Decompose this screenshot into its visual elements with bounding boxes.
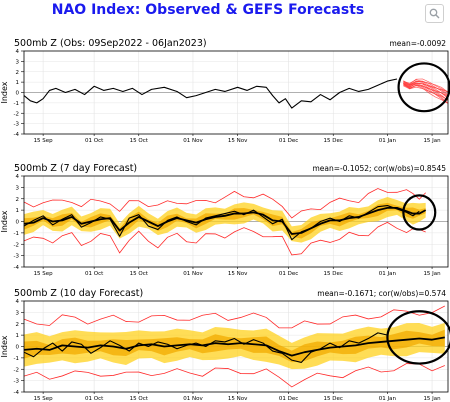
y-tick-label: -1 <box>14 231 19 237</box>
x-tick-label: 01 Jan <box>379 271 397 277</box>
x-tick-label: 15 Dec <box>324 271 343 277</box>
x-tick-label: 01 Oct <box>85 138 104 144</box>
chart-panel-2: 500mb Z (7 day Forecast) mean=-0.1052; co… <box>0 163 449 277</box>
x-tick-label: 15 Jan <box>423 396 441 402</box>
y-tick-label: 1 <box>16 333 20 339</box>
panel-title: 500mb Z (Obs: 09Sep2022 - 06Jan2023) <box>14 38 207 49</box>
x-tick-label: 15 Nov <box>228 271 248 277</box>
spread-band-core <box>24 202 426 239</box>
chart-panel-3: 500mb Z (10 day Forecast) mean=-0.1671; c… <box>0 288 450 402</box>
envelope-upper <box>23 305 445 329</box>
panel-stats: mean=-0.1052; cor(w/obs)=0.8545 <box>312 164 446 173</box>
y-tick-label: 3 <box>16 59 20 65</box>
y-axis-label: Index <box>0 335 9 357</box>
x-tick-label: 01 Jan <box>379 396 397 402</box>
zoom-button[interactable] <box>425 4 444 23</box>
y-tick-label: 0 <box>16 91 20 97</box>
ensemble-mean-line <box>23 336 445 357</box>
y-tick-label: 3 <box>16 185 20 191</box>
x-tick-label: 15 Oct <box>130 138 149 144</box>
y-tick-label: -2 <box>14 367 19 373</box>
x-tick-label: 01 Dec <box>279 271 298 277</box>
y-axis-label: Index <box>0 81 9 103</box>
y-tick-label: 4 <box>16 49 20 55</box>
x-tick-label: 15 Sep <box>34 138 54 144</box>
y-tick-label: 3 <box>16 310 20 316</box>
x-tick-label: 15 Dec <box>324 138 343 144</box>
x-tick-label: 01 Dec <box>279 396 298 402</box>
x-tick-label: 15 Nov <box>228 138 248 144</box>
x-tick-label: 15 Dec <box>324 396 343 402</box>
x-tick-label: 01 Nov <box>183 396 203 402</box>
y-tick-label: -2 <box>14 111 19 117</box>
chart-panel-1: 500mb Z (Obs: 09Sep2022 - 06Jan2023) mean… <box>0 38 450 144</box>
y-tick-label: -3 <box>14 122 20 128</box>
y-tick-label: 0 <box>16 345 20 351</box>
y-axis-label: Index <box>0 210 9 232</box>
y-tick-label: 2 <box>16 70 20 76</box>
y-tick-label: 4 <box>16 174 20 180</box>
forecast-member-line <box>403 79 449 93</box>
y-tick-label: 1 <box>16 208 20 214</box>
y-tick-label: 1 <box>16 80 20 86</box>
y-tick-label: -2 <box>14 242 19 248</box>
forecast-member-line <box>403 80 449 93</box>
x-tick-label: 15 Oct <box>130 396 149 402</box>
panel-stats: mean=-0.1671; cor(w/obs)=0.574 <box>317 289 446 298</box>
magnify-icon <box>429 8 440 19</box>
y-tick-label: -4 <box>14 390 20 396</box>
x-tick-label: 01 Oct <box>85 271 104 277</box>
x-tick-label: 01 Nov <box>183 271 203 277</box>
x-tick-label: 01 Nov <box>183 138 203 144</box>
panel-title: 500mb Z (10 day Forecast) <box>14 288 143 299</box>
forecast-member-line <box>403 84 449 104</box>
x-tick-label: 15 Jan <box>423 138 441 144</box>
envelope-lower <box>23 363 445 388</box>
y-tick-label: 2 <box>16 197 20 203</box>
y-tick-label: -3 <box>14 379 20 385</box>
y-tick-label: -1 <box>14 101 19 107</box>
observed-line <box>23 205 420 241</box>
y-tick-label: -1 <box>14 356 19 362</box>
envelope-lower <box>23 221 426 256</box>
x-tick-label: 15 Oct <box>130 271 149 277</box>
ensemble-mean-line <box>23 206 427 235</box>
highlight-circle <box>402 194 437 231</box>
x-tick-label: 01 Oct <box>85 396 104 402</box>
y-tick-label: 0 <box>16 220 20 226</box>
highlight-circle <box>386 310 450 365</box>
x-tick-label: 15 Sep <box>34 271 54 277</box>
panel-title: 500mb Z (7 day Forecast) <box>14 163 137 174</box>
x-tick-label: 15 Nov <box>228 396 248 402</box>
spread-band-core <box>24 329 445 363</box>
x-tick-label: 01 Dec <box>279 138 298 144</box>
page-title: NAO Index: Observed & GEFS Forecasts <box>51 2 365 18</box>
y-tick-label: -4 <box>14 265 20 271</box>
x-tick-label: 15 Jan <box>423 271 441 277</box>
y-tick-label: -4 <box>14 132 20 138</box>
y-tick-label: 2 <box>16 322 20 328</box>
panel-stats: mean=-0.0092 <box>389 39 446 48</box>
y-tick-label: 4 <box>16 299 20 305</box>
envelope-upper <box>23 188 426 219</box>
observed-line <box>23 78 398 109</box>
forecast-member-line <box>403 78 449 93</box>
x-tick-label: 01 Jan <box>379 138 397 144</box>
y-tick-label: -3 <box>14 254 20 260</box>
x-tick-label: 15 Sep <box>34 396 54 402</box>
